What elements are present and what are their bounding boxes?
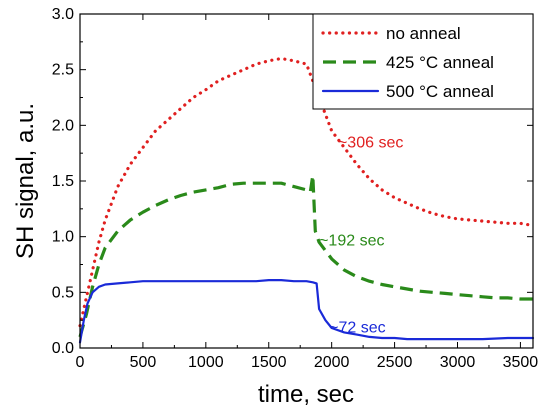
legend-label: 425 °C anneal [386, 53, 494, 72]
y-tick-label: 1.5 [52, 173, 74, 190]
x-tick-label: 2000 [314, 354, 350, 371]
legend-label: no anneal [386, 24, 461, 43]
y-tick-label: 2.0 [52, 117, 74, 134]
series-line-1 [78, 173, 533, 338]
y-tick-label: 1.0 [52, 229, 74, 246]
annotation-label: ~306 sec [338, 135, 403, 152]
y-tick-label: 0.5 [52, 284, 74, 301]
y-axis-ticks: 0.0 0.5 1.0 1.5 2.0 2.5 3.0 [52, 6, 533, 357]
x-tick-label: 500 [130, 354, 157, 371]
legend: no anneal 425 °C anneal 500 °C anneal [312, 13, 534, 110]
x-tick-label: 3500 [503, 354, 539, 371]
y-tick-label: 2.5 [52, 62, 74, 79]
x-tick-label: 0 [76, 354, 85, 371]
series-line-0 [78, 56, 535, 328]
x-axis-label: time, sec [258, 381, 354, 408]
x-tick-label: 1500 [251, 354, 287, 371]
x-tick-label: 1000 [188, 354, 224, 371]
y-tick-label: 0.0 [52, 340, 74, 357]
x-tick-label: 2500 [377, 354, 413, 371]
legend-label: 500 °C anneal [386, 82, 494, 101]
annotation-label: ~72 sec [329, 319, 385, 336]
annotation-layer: ~306 sec ~192 sec ~72 sec [319, 135, 403, 337]
series-layer [78, 56, 535, 344]
annotation-label: ~192 sec [319, 233, 384, 250]
y-tick-label: 3.0 [52, 6, 74, 23]
legend-items: no anneal 425 °C anneal 500 °C anneal [321, 24, 494, 101]
x-tick-label: 3000 [440, 354, 476, 371]
y-axis-label: SH signal, a.u. [12, 103, 39, 259]
series-line-2 [78, 279, 535, 344]
